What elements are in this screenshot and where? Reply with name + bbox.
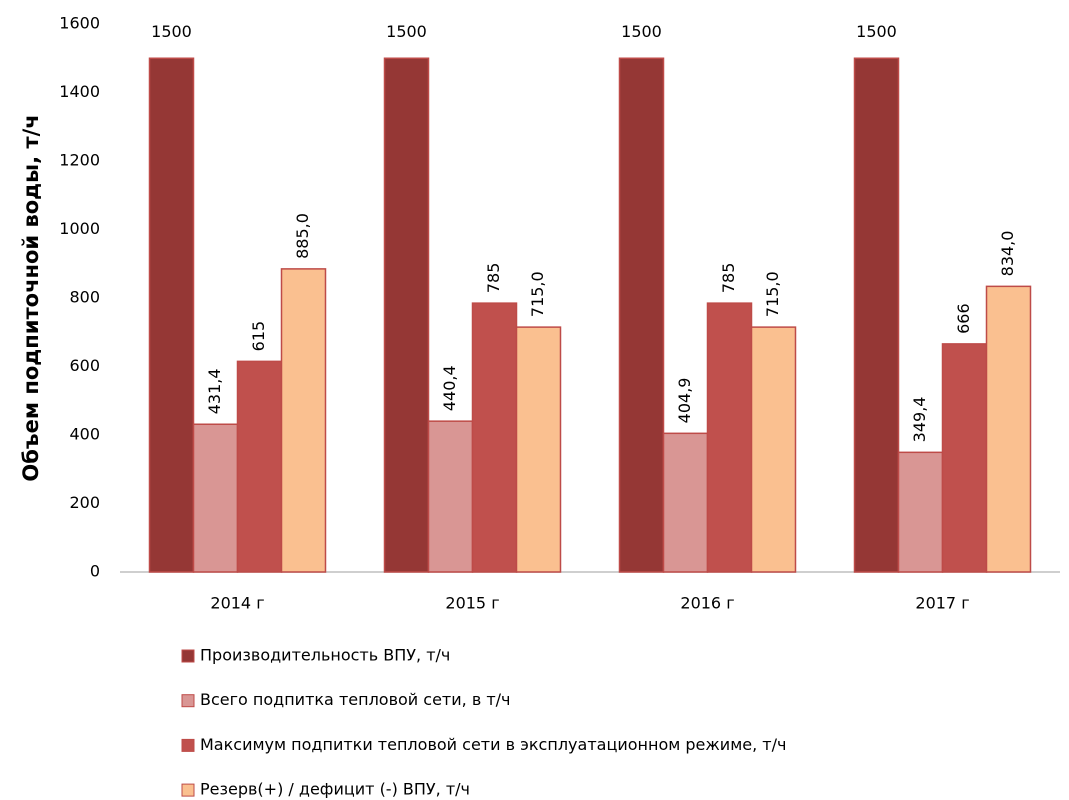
bar bbox=[618, 57, 665, 573]
x-tick-label: 2014 г bbox=[210, 594, 264, 613]
value-label: 715,0 bbox=[528, 271, 547, 317]
legend-swatch bbox=[181, 783, 195, 797]
y-tick-label: 200 bbox=[69, 493, 100, 512]
bar bbox=[853, 57, 900, 573]
bar bbox=[706, 302, 753, 573]
y-tick-label: 1400 bbox=[59, 82, 100, 101]
value-label: 1500 bbox=[621, 22, 662, 41]
y-tick-label: 0 bbox=[90, 562, 100, 581]
legend-swatch bbox=[181, 694, 195, 708]
x-tick-label: 2015 г bbox=[445, 594, 499, 613]
legend-label: Производительность ВПУ, т/ч bbox=[200, 646, 450, 665]
value-label: 834,0 bbox=[998, 231, 1017, 277]
value-label: 349,4 bbox=[910, 397, 929, 443]
y-tick-label: 800 bbox=[69, 288, 100, 307]
legend-label: Всего подпитка тепловой сети, в т/ч bbox=[200, 690, 511, 709]
bar bbox=[471, 302, 518, 573]
value-label: 785 bbox=[719, 263, 738, 294]
legend-swatch bbox=[181, 738, 195, 752]
bar bbox=[750, 326, 797, 573]
legend-label: Резерв(+) / дефицит (-) ВПУ, т/ч bbox=[200, 780, 470, 799]
x-tick-label: 2016 г bbox=[680, 594, 734, 613]
value-label: 440,4 bbox=[440, 365, 459, 411]
y-tick-label: 1600 bbox=[59, 14, 100, 33]
legend-swatch bbox=[181, 649, 195, 663]
y-tick-label: 600 bbox=[69, 356, 100, 375]
bar bbox=[515, 326, 562, 573]
y-tick-label: 1200 bbox=[59, 151, 100, 170]
bar bbox=[897, 451, 944, 573]
bar bbox=[236, 360, 283, 573]
value-label: 666 bbox=[954, 303, 973, 334]
value-label: 715,0 bbox=[763, 271, 782, 317]
bar bbox=[941, 343, 988, 573]
y-tick-label: 1000 bbox=[59, 219, 100, 238]
bar bbox=[192, 423, 239, 573]
bar bbox=[427, 420, 474, 573]
bar bbox=[148, 57, 195, 573]
value-label: 1500 bbox=[386, 22, 427, 41]
value-label: 1500 bbox=[151, 22, 192, 41]
bar bbox=[985, 285, 1032, 573]
value-label: 785 bbox=[484, 263, 503, 294]
bar bbox=[383, 57, 430, 573]
legend-label: Максимум подпитки тепловой сети в эксплу… bbox=[200, 735, 786, 754]
value-label: 885,0 bbox=[293, 213, 312, 259]
x-tick-label: 2017 г bbox=[915, 594, 969, 613]
bar bbox=[280, 268, 327, 573]
value-label: 431,4 bbox=[205, 368, 224, 414]
y-tick-label: 400 bbox=[69, 425, 100, 444]
value-label: 404,9 bbox=[675, 378, 694, 424]
value-label: 1500 bbox=[856, 22, 897, 41]
value-label: 615 bbox=[249, 321, 268, 352]
bar bbox=[662, 432, 709, 573]
y-axis-title: Объем подпиточной воды, т/ч bbox=[19, 114, 43, 481]
